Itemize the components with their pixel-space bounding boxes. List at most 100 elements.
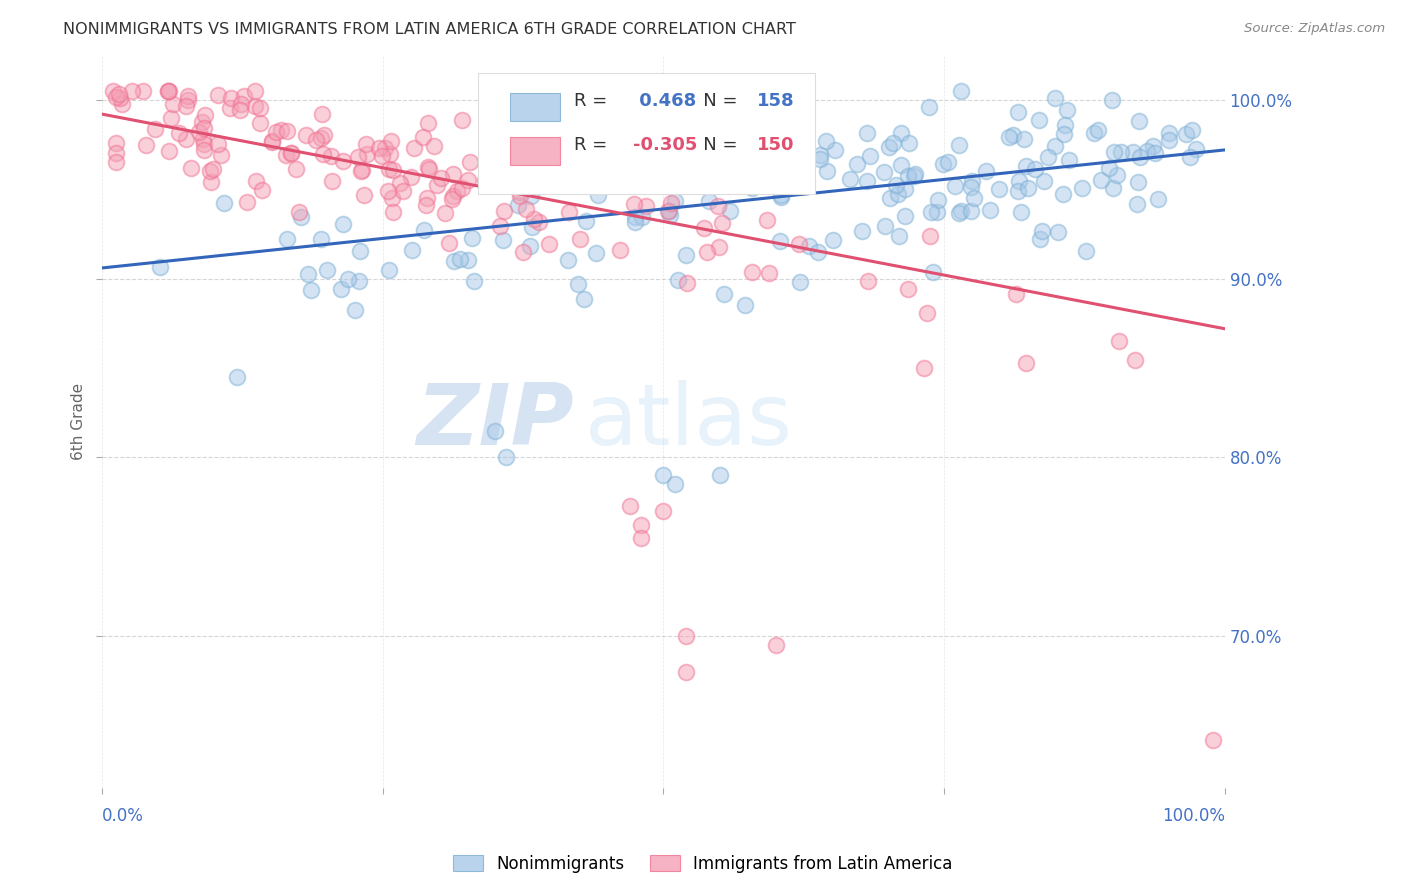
Point [461, 231, 484, 245]
Point [1004, 286, 1026, 301]
Point [1059, 153, 1081, 168]
Point [659, 195, 682, 210]
Point [416, 191, 439, 205]
Point [381, 191, 404, 205]
Point [290, 211, 312, 225]
Point [233, 88, 256, 103]
Point [250, 183, 273, 197]
Point [912, 360, 935, 375]
Point [295, 128, 318, 142]
Point [108, 91, 131, 105]
Point [1178, 150, 1201, 164]
Point [520, 220, 543, 235]
Point [630, 518, 652, 533]
Point [207, 87, 229, 102]
Point [1008, 174, 1031, 188]
Point [927, 205, 949, 219]
Point [350, 164, 373, 178]
Point [1098, 161, 1121, 175]
Point [450, 112, 472, 127]
Point [652, 504, 675, 518]
Point [347, 274, 370, 288]
Text: NONIMMIGRANTS VS IMMIGRANTS FROM LATIN AMERICA 6TH GRADE CORRELATION CHART: NONIMMIGRANTS VS IMMIGRANTS FROM LATIN A… [63, 22, 796, 37]
Point [280, 145, 302, 160]
Point [696, 244, 718, 259]
Point [666, 273, 689, 287]
Point [619, 499, 641, 513]
Point [755, 212, 778, 227]
Point [474, 173, 496, 187]
Point [149, 260, 172, 274]
Point [380, 134, 402, 148]
Point [108, 87, 131, 101]
Point [893, 182, 915, 196]
Point [513, 160, 536, 174]
Point [851, 224, 873, 238]
Point [135, 138, 157, 153]
Point [209, 148, 232, 162]
Point [495, 450, 517, 465]
Point [920, 205, 942, 219]
Point [557, 253, 579, 268]
Point [378, 147, 401, 161]
Point [917, 306, 939, 320]
Point [463, 274, 485, 288]
Point [352, 162, 374, 177]
Point [821, 233, 844, 247]
Point [343, 303, 366, 318]
Point [167, 126, 190, 140]
Point [619, 175, 641, 189]
Point [104, 155, 127, 169]
Point [319, 149, 342, 163]
Point [157, 144, 180, 158]
Bar [510, 137, 560, 165]
Point [1122, 145, 1144, 160]
Point [446, 184, 468, 198]
Text: ZIP: ZIP [416, 380, 574, 463]
Point [787, 168, 810, 182]
Point [1104, 145, 1126, 159]
Point [948, 205, 970, 219]
Point [676, 276, 699, 290]
Point [132, 84, 155, 98]
Point [509, 185, 531, 199]
Point [433, 205, 456, 219]
Point [527, 178, 550, 193]
Point [212, 196, 235, 211]
Point [856, 126, 879, 140]
Point [1087, 123, 1109, 137]
Text: 150: 150 [756, 136, 794, 154]
Point [890, 158, 912, 172]
Point [890, 126, 912, 140]
Point [988, 182, 1011, 196]
Point [1001, 128, 1024, 142]
Point [159, 111, 181, 125]
Point [960, 204, 983, 219]
Point [609, 243, 631, 257]
Point [200, 175, 222, 189]
Point [401, 243, 423, 257]
Point [683, 129, 706, 144]
Point [111, 96, 134, 111]
Point [177, 94, 200, 108]
Point [1136, 145, 1159, 159]
Point [707, 199, 730, 213]
Point [457, 173, 479, 187]
Point [1147, 192, 1170, 206]
Point [1014, 131, 1036, 145]
Point [430, 170, 453, 185]
Point [381, 205, 404, 219]
Text: 100.0%: 100.0% [1161, 806, 1225, 824]
Point [412, 223, 434, 237]
Point [1033, 174, 1056, 188]
Point [249, 101, 271, 115]
Point [734, 298, 756, 312]
Point [523, 212, 546, 227]
Point [882, 136, 904, 150]
Point [388, 176, 411, 190]
Point [927, 193, 949, 207]
Point [710, 216, 733, 230]
Point [658, 204, 681, 219]
Point [624, 210, 647, 224]
Bar [510, 94, 560, 121]
